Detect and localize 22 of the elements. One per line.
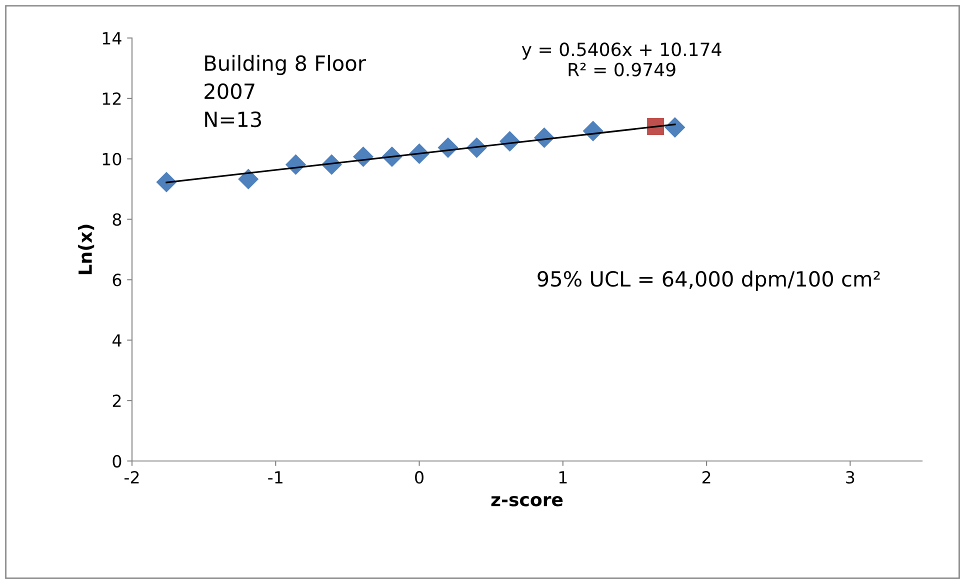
annotation: Building 8 Floor 2007 N=13: [204, 54, 366, 128]
x-tick-label: 1: [559, 471, 567, 484]
annotation: 95% UCL = 64,000 dpm/100 cm²: [538, 270, 880, 291]
y-tick-label: 14: [102, 32, 122, 44]
y-tick-label: 8: [112, 213, 122, 226]
x-tick-label: -1: [268, 471, 282, 484]
y-tick-label: 0: [112, 454, 122, 468]
x-tick-label: 0: [415, 471, 424, 484]
point: [156, 172, 177, 192]
x-tick-label: -2: [124, 471, 139, 484]
y-tick-label: 10: [102, 152, 122, 166]
x-tick-label: 3: [846, 471, 854, 484]
annotation: y = 0.5406x + 10.174 R² = 0.9749: [522, 42, 722, 76]
y-tick-label: 4: [112, 334, 122, 346]
y-tick-label: 6: [112, 274, 122, 286]
y-axis-title: Ln(x): [78, 224, 94, 274]
point: [664, 117, 686, 138]
x-axis-title: z-score: [491, 496, 563, 506]
point: [238, 168, 259, 190]
y-tick-label: 12: [102, 92, 121, 105]
x-tick-label: 2: [702, 471, 710, 484]
y-tick-label: 2: [112, 394, 121, 407]
